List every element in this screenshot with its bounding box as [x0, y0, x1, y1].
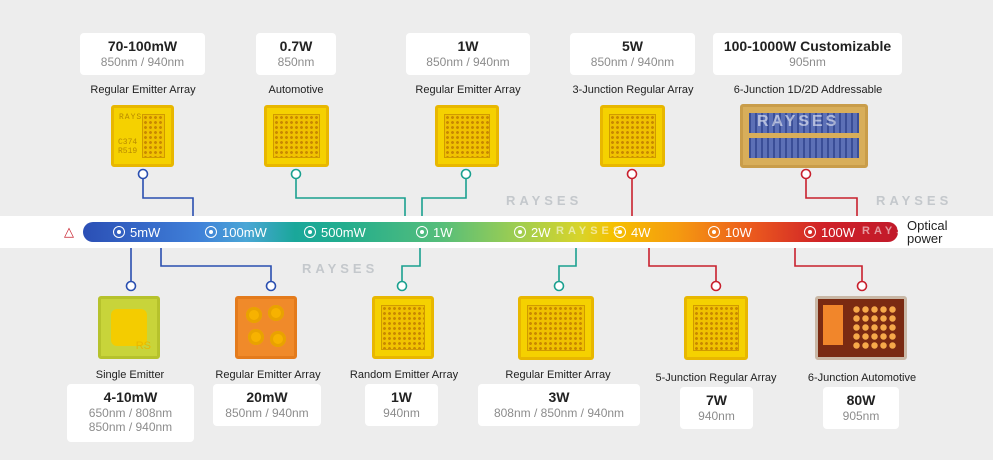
product-type-label: Regular Emitter Array: [415, 84, 521, 96]
connector-node-top-0-7w: [290, 168, 302, 180]
product-card-bottom: 80W 905nm: [823, 387, 899, 429]
chip-image: [435, 105, 499, 167]
product-card-bottom: 7W 940nm: [680, 387, 753, 429]
tick-dot-icon: [804, 226, 816, 238]
chip-image: [235, 296, 297, 359]
tick-dot-icon: [205, 226, 217, 238]
watermark-logo: RAYSES: [506, 193, 583, 208]
watermark-logo: RAYSES: [876, 193, 953, 208]
chip-image: [264, 105, 329, 167]
product-type-label: Single Emitter: [95, 369, 165, 381]
tick-dot-icon: [416, 226, 428, 238]
product-card-top: 0.7W 850nm: [256, 33, 336, 75]
chip-image: RS: [98, 296, 160, 359]
scale-tick: 1W: [416, 222, 453, 242]
connector-bottom-7w: [648, 248, 717, 282]
tick-dot-icon: [708, 226, 720, 238]
product-card-top: 1W 850nm / 940nm: [406, 33, 530, 75]
product-card-top: 5W 850nm / 940nm: [570, 33, 695, 75]
connector-bottom-3w: [558, 248, 577, 282]
product-type-label: 6-Junction 1D/2D Addressable: [733, 84, 883, 96]
product-card-bottom: 20mW 850nm / 940nm: [213, 384, 321, 426]
connector-node-bottom-80w: [856, 280, 868, 292]
tick-dot-icon: [113, 226, 125, 238]
product-type-label: Regular Emitter Array: [505, 369, 611, 381]
product-type-label: Automotive: [268, 84, 324, 96]
product-type-label: 6-Junction Automotive: [807, 372, 917, 384]
connector-top-0-7w: [295, 178, 406, 216]
connector-top-1w: [421, 178, 467, 216]
scale-tick: 10W: [708, 222, 752, 242]
chip-image: [684, 296, 748, 360]
connector-node-bottom-7w: [710, 280, 722, 292]
chip-image: [372, 296, 434, 359]
chip-image: [518, 296, 594, 360]
laser-warning-icon: △: [64, 224, 74, 239]
connector-node-top-5w: [626, 168, 638, 180]
connector-top-70-100mw: [142, 178, 194, 216]
product-card-bottom: 1W 940nm: [365, 384, 438, 426]
connector-top-100-1000w: [805, 178, 858, 216]
chip-image: [600, 105, 665, 167]
connector-node-bottom-3w: [553, 280, 565, 292]
chip-image: RAYSES: [740, 104, 868, 168]
connector-bottom-1w: [401, 248, 421, 282]
watermark-logo: RAYSES: [556, 225, 625, 237]
product-card-bottom: 3W 808nm / 850nm / 940nm: [478, 384, 640, 426]
watermark-logo: RAYS: [862, 225, 908, 237]
connector-node-bottom-1w: [396, 280, 408, 292]
connector-node-top-100-1000w: [800, 168, 812, 180]
tick-dot-icon: [304, 226, 316, 238]
connector-node-bottom-20mw: [265, 280, 277, 292]
scale-tick: 4W: [614, 222, 651, 242]
tick-dot-icon: [614, 226, 626, 238]
chip-image: [815, 296, 907, 360]
product-card-top: 100-1000W Customizable 905nm: [713, 33, 902, 75]
connector-node-bottom-4-10mw: [125, 280, 137, 292]
connector-node-top-70-100mw: [137, 168, 149, 180]
product-type-label: Regular Emitter Array: [90, 84, 196, 96]
tick-dot-icon: [514, 226, 526, 238]
chip-image: RAYS C374 R519: [111, 105, 174, 167]
scale-tick: 5mW: [113, 222, 160, 242]
watermark-logo: RAYSES: [302, 261, 379, 276]
scale-tick: 2W: [514, 222, 551, 242]
product-card-top: 70-100mW 850nm / 940nm: [80, 33, 205, 75]
product-type-label: Random Emitter Array: [349, 369, 459, 381]
product-card-bottom: 4-10mW 650nm / 808nm 850nm / 940nm: [67, 384, 194, 442]
scale-tick: 500mW: [304, 222, 366, 242]
product-type-label: 5-Junction Regular Array: [655, 372, 777, 384]
connector-bottom-80w: [794, 248, 863, 282]
connector-node-top-1w: [460, 168, 472, 180]
connector-bottom-20mw: [160, 248, 272, 282]
product-type-label: Regular Emitter Array: [215, 369, 321, 381]
scale-tick: 100mW: [205, 222, 267, 242]
axis-label: Optical power: [907, 218, 948, 246]
power-scale-bar: [83, 222, 898, 242]
scale-tick: 100W: [804, 222, 855, 242]
product-type-label: 3-Junction Regular Array: [572, 84, 694, 96]
